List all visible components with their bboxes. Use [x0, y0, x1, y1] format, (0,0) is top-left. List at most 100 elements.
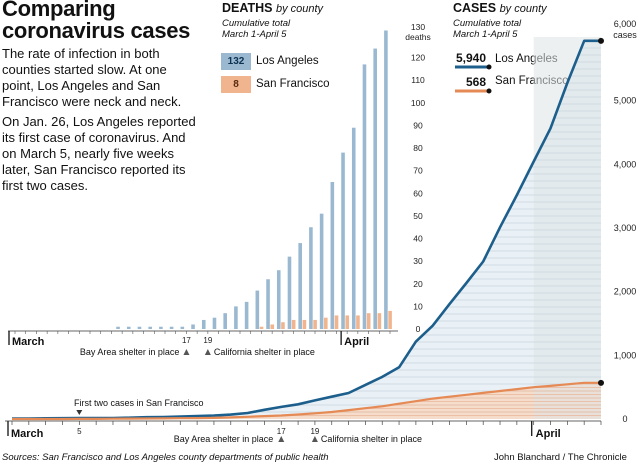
cases-annotation-text: Bay Area shelter in place: [174, 434, 274, 444]
cases-subtitle: Cumulative total March 1-April 5: [453, 18, 522, 40]
cases-x-label: April: [536, 428, 561, 440]
deaths-legend-la-label: Los Angeles: [256, 55, 319, 67]
cases-legend-sf-value: 568: [465, 75, 486, 89]
deaths-bar-san-francisco: [388, 310, 392, 329]
cases-title: CASES by county: [453, 1, 547, 15]
deaths-bar-los-angeles: [137, 326, 142, 329]
deaths-bar-san-francisco: [313, 319, 317, 329]
deaths-ytick-label: 100: [411, 98, 425, 108]
deaths-ytick-label: 60: [413, 188, 423, 198]
cases-ytick-label: 3,000: [614, 223, 637, 233]
deaths-bar-los-angeles: [169, 326, 174, 329]
deaths-bar-los-angeles: [384, 30, 388, 329]
deaths-bar-san-francisco: [356, 315, 360, 329]
deaths-bar-los-angeles: [255, 290, 260, 329]
cases-legend-sf-dot: [486, 88, 492, 94]
deaths-bar-san-francisco: [324, 317, 328, 329]
cases-x-label: March: [11, 428, 44, 440]
deaths-ytick-label: 110: [411, 75, 425, 85]
deaths-bar-los-angeles: [351, 127, 356, 329]
deaths-ytick-label: 0: [416, 324, 421, 334]
deaths-annotation-marker: [183, 349, 190, 355]
deaths-ytick-label: 10: [413, 301, 423, 311]
deaths-bar-los-angeles: [373, 48, 377, 330]
deaths-annotation-marker: [204, 349, 211, 355]
deaths-bar-los-angeles: [191, 324, 195, 329]
deaths-title: DEATHS by county: [222, 1, 324, 15]
deaths-x-label: April: [344, 336, 369, 348]
cases-annotation-marker: [278, 436, 285, 442]
deaths-bar-los-angeles: [159, 326, 163, 329]
deaths-ytick-label: 120: [411, 53, 425, 63]
deaths-bar-san-francisco: [345, 315, 350, 329]
cases-la-endpoint: [598, 37, 604, 44]
deaths-bar-los-angeles: [276, 270, 281, 329]
deaths-bar-los-angeles: [266, 279, 270, 329]
cases-annotation-day: 19: [310, 427, 319, 436]
deaths-bar-los-angeles: [201, 319, 206, 329]
cases-x-label: 5: [77, 427, 82, 436]
deaths-legend-la-value: 132: [221, 53, 251, 70]
cases-annotation-marker: [311, 436, 318, 442]
deaths-bar-san-francisco: [302, 319, 307, 329]
deaths-bar-los-angeles: [234, 306, 238, 329]
cases-annotation-text: California shelter in place: [321, 434, 422, 444]
deaths-bar-los-angeles: [212, 317, 217, 329]
deaths-annotation-text: California shelter in place: [214, 347, 315, 357]
deaths-annotation-day: 17: [182, 336, 191, 345]
deaths-bar-los-angeles: [116, 326, 120, 329]
deaths-ytick-label: 50: [413, 211, 423, 221]
source-note: Sources: San Francisco and Los Angeles c…: [2, 452, 329, 463]
cases-line-san-francisco: [12, 381, 601, 421]
deaths-y-unit: deaths: [405, 32, 431, 42]
intro-paragraph-2: On Jan. 26, Los Angeles reported its fir…: [2, 114, 196, 193]
deaths-ytick-label: 20: [413, 279, 423, 289]
cases-ytick-label: 4,000: [614, 159, 637, 169]
deaths-bar-los-angeles: [148, 326, 152, 329]
cases-ytick-label: 6,000: [614, 19, 637, 29]
deaths-ytick-label: 130: [411, 22, 425, 32]
deaths-legend-sf-label: San Francisco: [256, 78, 330, 90]
deaths-bar-los-angeles: [298, 243, 302, 329]
deaths-bar-san-francisco: [259, 326, 264, 329]
deaths-ytick-label: 80: [413, 143, 423, 153]
deaths-annotation-text: Bay Area shelter in place: [80, 347, 180, 357]
cases-ytick-label: 0: [622, 414, 627, 424]
deaths-ytick-label: 90: [413, 120, 423, 130]
deaths-x-label: March: [12, 336, 45, 348]
cases-legend-la-value: 5,940: [455, 51, 486, 65]
cases-la-area: [12, 40, 601, 420]
deaths-bar-los-angeles: [319, 213, 324, 329]
deaths-bar-los-angeles: [126, 326, 131, 329]
cases-sf-endpoint: [598, 379, 604, 386]
cases-ytick-label: 5,000: [614, 96, 637, 106]
deaths-bar-los-angeles: [223, 313, 227, 329]
cases-annotation-marker: [76, 410, 83, 415]
deaths-bar-los-angeles: [244, 301, 249, 329]
deaths-bar-san-francisco: [270, 324, 275, 329]
deaths-bar-san-francisco: [334, 315, 339, 329]
cases-legend-la-dot: [486, 64, 492, 70]
deaths-bar-los-angeles: [330, 182, 335, 329]
credit-line: John Blanchard / The Chronicle: [494, 452, 627, 463]
deaths-ytick-label: 40: [413, 234, 423, 244]
intro-text: The rate of infection in both counties s…: [2, 46, 202, 198]
cases-annotation-text: First two cases in San Francisco: [74, 398, 204, 408]
intro-paragraph-1: The rate of infection in both counties s…: [2, 46, 182, 109]
deaths-bar-san-francisco: [281, 322, 285, 329]
deaths-annotation-day: 19: [203, 336, 212, 345]
deaths-ytick-label: 30: [413, 256, 423, 266]
deaths-bar-san-francisco: [377, 313, 382, 329]
deaths-bar-los-angeles: [362, 64, 367, 330]
cases-april-shade: [533, 37, 601, 419]
deaths-bar-san-francisco: [366, 313, 371, 329]
deaths-bar-los-angeles: [287, 256, 292, 329]
deaths-bar-los-angeles: [341, 152, 345, 329]
cases-y-unit: cases: [613, 30, 637, 40]
deaths-legend-sf-value: 8: [221, 76, 251, 93]
deaths-bar-san-francisco: [291, 319, 296, 329]
cases-ytick-label: 1,000: [614, 350, 637, 360]
page-title: Comparing coronavirus cases: [2, 0, 191, 43]
